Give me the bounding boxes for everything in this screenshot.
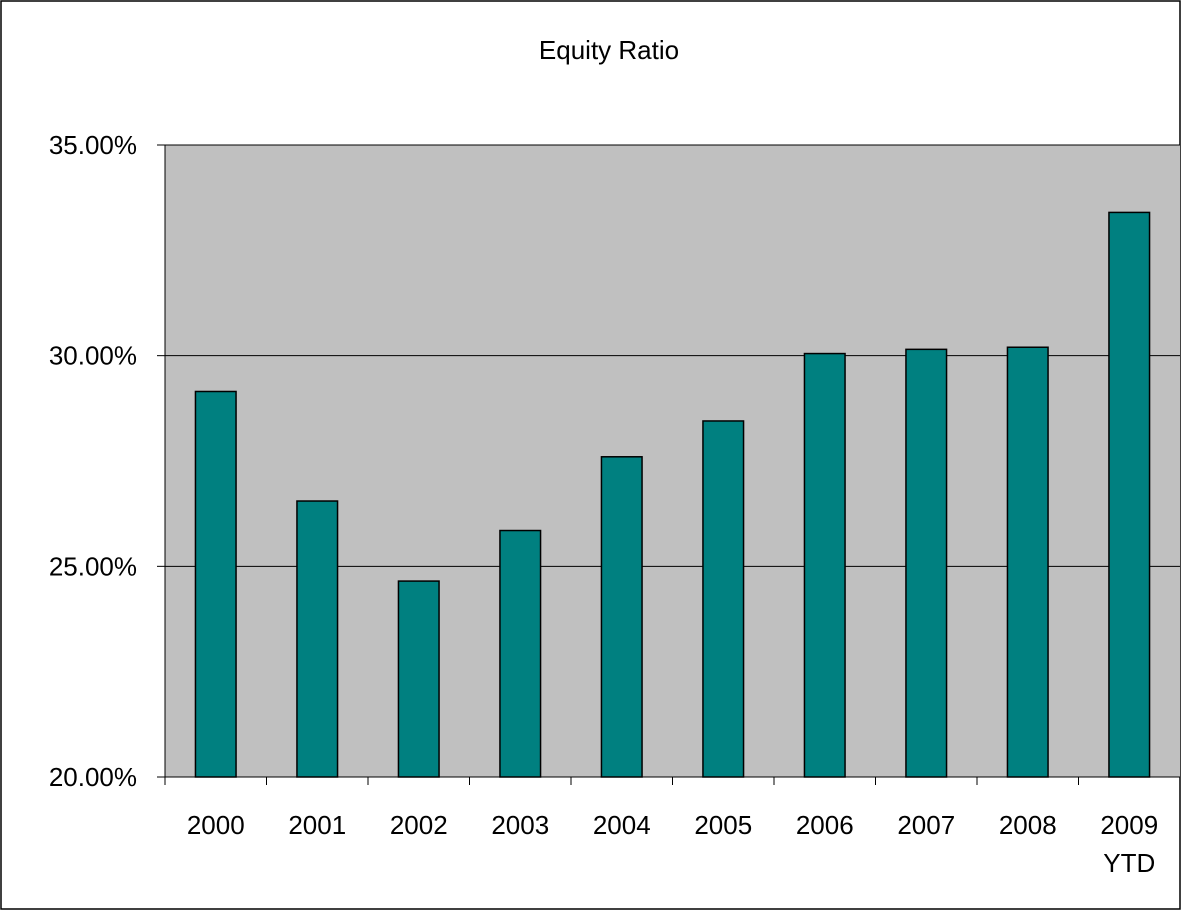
bar: [1108, 211, 1151, 778]
y-tick-label: 35.00%: [49, 130, 137, 160]
x-tick-label: 2004: [593, 810, 651, 840]
bar: [499, 529, 542, 778]
bar: [600, 456, 643, 778]
chart-title: Equity Ratio: [539, 35, 679, 65]
x-tick-label: 2006: [796, 810, 854, 840]
bar: [1006, 346, 1049, 778]
y-tick-label: 25.00%: [49, 551, 137, 581]
x-tick-label: 2008: [999, 810, 1057, 840]
x-tick-label: 2000: [187, 810, 245, 840]
x-tick-label: 2005: [694, 810, 752, 840]
bar: [296, 500, 339, 778]
x-tick-label: 2003: [491, 810, 549, 840]
bar: [803, 352, 846, 778]
x-tick-label: YTD: [1103, 848, 1155, 878]
bar: [194, 390, 237, 778]
x-tick-label: 2001: [288, 810, 346, 840]
x-tick-label: 2002: [390, 810, 448, 840]
plot-area: 20.00% 25.00% 30.00% 35.00% 2000 2001 2002 2003…: [49, 130, 1181, 878]
bar: [905, 348, 948, 778]
y-tick-label: 30.00%: [49, 341, 137, 371]
y-tick-label: 20.00%: [49, 762, 137, 792]
x-tick-label: 2009: [1100, 810, 1158, 840]
bar: [702, 420, 745, 778]
x-tick-label: 2007: [897, 810, 955, 840]
bar: [397, 580, 440, 778]
